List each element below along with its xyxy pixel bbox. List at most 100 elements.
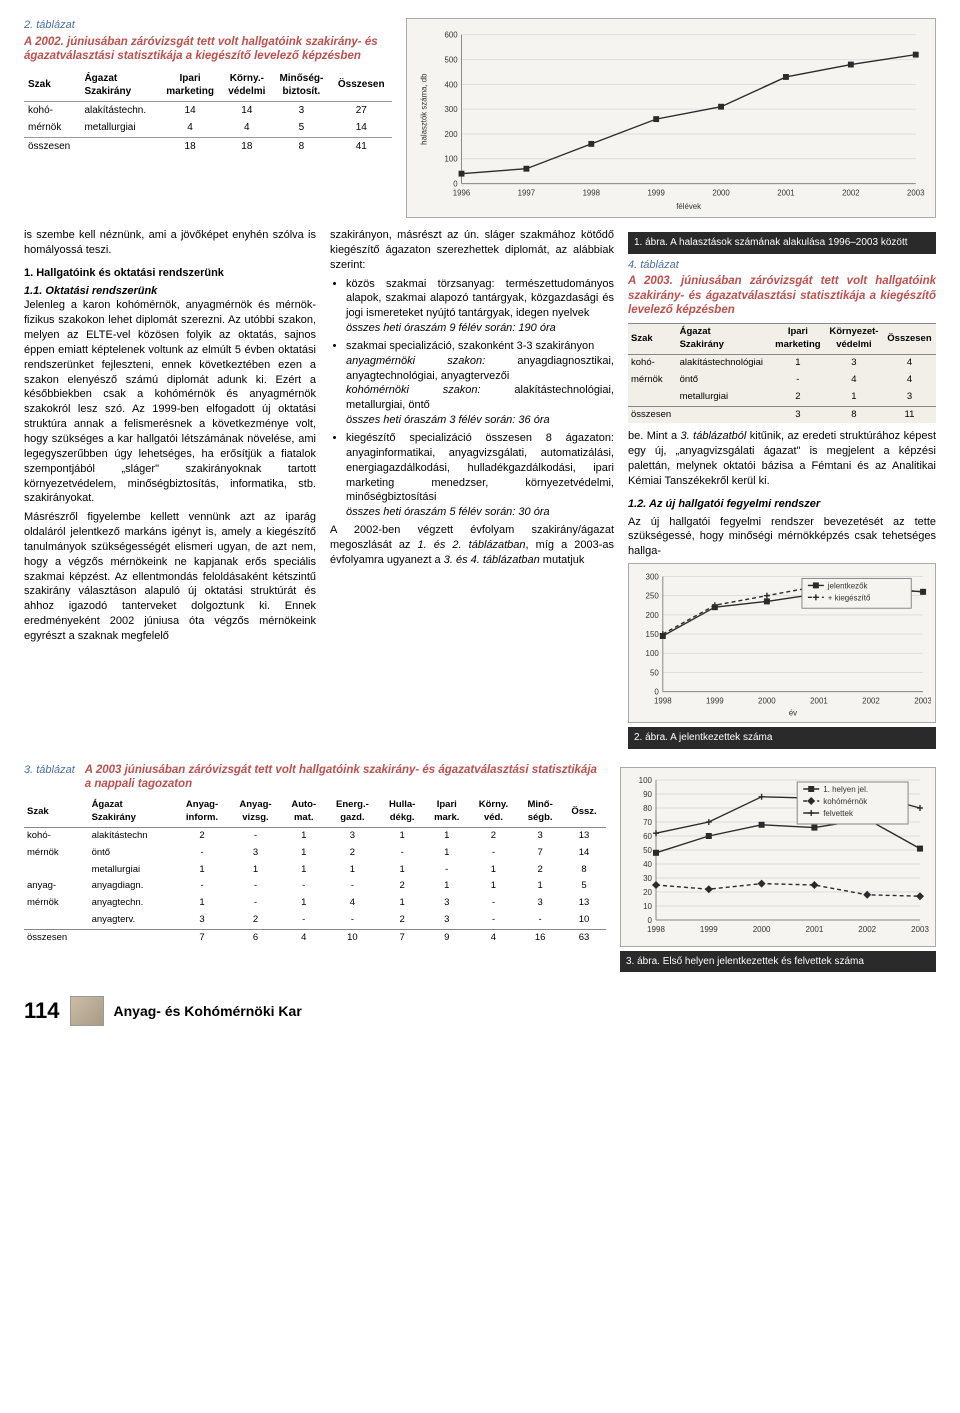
svg-text:2001: 2001 — [777, 188, 794, 197]
th: Minőség- biztosít. — [272, 70, 330, 102]
cell: - — [325, 912, 379, 929]
cell: mérnök — [24, 119, 80, 137]
cell: 1 — [469, 862, 519, 879]
cell: 5 — [272, 119, 330, 137]
cell: anyag- — [24, 878, 89, 895]
cell: - — [325, 878, 379, 895]
cell: metallurgiai — [80, 119, 158, 137]
cell: - — [771, 372, 825, 389]
cell: alakítástechnológiai — [677, 355, 771, 372]
cell: 1 — [282, 827, 325, 844]
th: Minő- ségb. — [518, 797, 562, 827]
text: mutatjuk — [540, 554, 585, 566]
cell: 18 — [159, 137, 222, 155]
svg-text:2001: 2001 — [810, 697, 828, 706]
list-item: szakmai specializáció, szakonként 3-3 sz… — [346, 339, 614, 428]
cell: öntő — [677, 372, 771, 389]
cell: 1 — [282, 862, 325, 879]
cell: 14 — [331, 119, 392, 137]
cell: - — [469, 895, 519, 912]
cell: - — [282, 878, 325, 895]
cell: - — [175, 845, 228, 862]
paragraph: szakirányon, másrészt az ún. sláger szak… — [330, 228, 614, 273]
cell: anyagterv. — [89, 912, 176, 929]
svg-text:év: év — [789, 709, 797, 718]
cell: 1 — [282, 895, 325, 912]
cell: összesen — [628, 406, 677, 423]
cell: anyagtechn. — [89, 895, 176, 912]
svg-text:1996: 1996 — [453, 188, 471, 197]
svg-text:50: 50 — [650, 669, 659, 678]
th: Szak — [24, 797, 89, 827]
svg-text:30: 30 — [643, 874, 652, 883]
th: Összesen — [883, 324, 936, 355]
cell: 3 — [518, 895, 562, 912]
cell: 3 — [325, 827, 379, 844]
cell: 4 — [325, 895, 379, 912]
cell: 4 — [825, 372, 883, 389]
cell: - — [469, 845, 519, 862]
th: Össz. — [562, 797, 606, 827]
cell: 2 — [469, 827, 519, 844]
svg-text:10: 10 — [643, 902, 652, 911]
text-italic: 3. táblázatból — [681, 430, 747, 442]
cell: 1 — [771, 355, 825, 372]
th: Auto- mat. — [282, 797, 325, 827]
table3-label: 3. táblázat — [24, 763, 75, 778]
cell: 3 — [175, 912, 228, 929]
text-italic: kohómérnöki szakon: — [346, 384, 481, 396]
column-a: is szembe kell néznünk, ami a jövőképet … — [24, 228, 316, 753]
svg-text:300: 300 — [445, 105, 459, 114]
text-italic: 3. és 4. táblázatban — [444, 554, 540, 566]
th: Összesen — [331, 70, 392, 102]
svg-text:0: 0 — [648, 916, 653, 925]
svg-text:100: 100 — [445, 155, 459, 164]
list-item: kiegészítő specializáció összesen 8 ágaz… — [346, 431, 614, 520]
svg-text:1998: 1998 — [654, 697, 672, 706]
cell: 1 — [282, 845, 325, 862]
table3: SzakÁgazat SzakirányAnyag- inform.Anyag-… — [24, 797, 606, 946]
th: Ágazat Szakirány — [677, 324, 771, 355]
cell: 10 — [325, 929, 379, 946]
cell: 1 — [325, 862, 379, 879]
cell: 2 — [175, 827, 228, 844]
column-b: szakirányon, másrészt az ún. sláger szak… — [330, 228, 614, 753]
cell: 4 — [282, 929, 325, 946]
table2-label: 2. táblázat — [24, 18, 392, 33]
svg-text:50: 50 — [643, 846, 652, 855]
cell: 3 — [771, 406, 825, 423]
cell: kohó- — [24, 827, 89, 844]
svg-text:80: 80 — [643, 804, 652, 813]
svg-text:1999: 1999 — [647, 188, 664, 197]
cell: - — [518, 912, 562, 929]
svg-text:40: 40 — [643, 860, 652, 869]
cell: 4 — [469, 929, 519, 946]
cell: 27 — [331, 101, 392, 119]
footer-thumbnail — [70, 996, 104, 1026]
cell: anyagdiagn. — [89, 878, 176, 895]
section-heading: 1. Hallgatóink és oktatási rendszerünk — [24, 266, 316, 281]
bullet-list: közös szakmai törzsanyag: természettudom… — [330, 277, 614, 521]
cell: - — [229, 827, 282, 844]
cell — [24, 862, 89, 879]
cell: 1 — [825, 389, 883, 406]
cell: 11 — [883, 406, 936, 423]
paragraph: Az új hallgatói fegyelmi rendszer beveze… — [628, 515, 936, 560]
cell: 8 — [562, 862, 606, 879]
cell: - — [469, 912, 519, 929]
svg-text:600: 600 — [445, 31, 459, 40]
table3-block: 3. táblázat A 2003 júniusában záróvizsgá… — [24, 763, 606, 947]
cell: 16 — [518, 929, 562, 946]
table-row: kohó- alakítástechn. 14 14 3 27 — [24, 101, 392, 119]
cell: 9 — [425, 929, 469, 946]
th: Anyag- vizsg. — [229, 797, 282, 827]
svg-text:felvettek: felvettek — [823, 809, 854, 818]
top-row: 2. táblázat A 2002. júniusában záróvizsg… — [24, 18, 936, 218]
svg-text:2000: 2000 — [712, 188, 730, 197]
cell: - — [380, 845, 425, 862]
cell: 2 — [771, 389, 825, 406]
paragraph: is szembe kell néznünk, ami a jövőképet … — [24, 228, 316, 258]
table-row: mérnökanyagtechn.1-1413-313 — [24, 895, 606, 912]
cell: 2 — [518, 862, 562, 879]
table-row: anyagterv.32--23--10 — [24, 912, 606, 929]
